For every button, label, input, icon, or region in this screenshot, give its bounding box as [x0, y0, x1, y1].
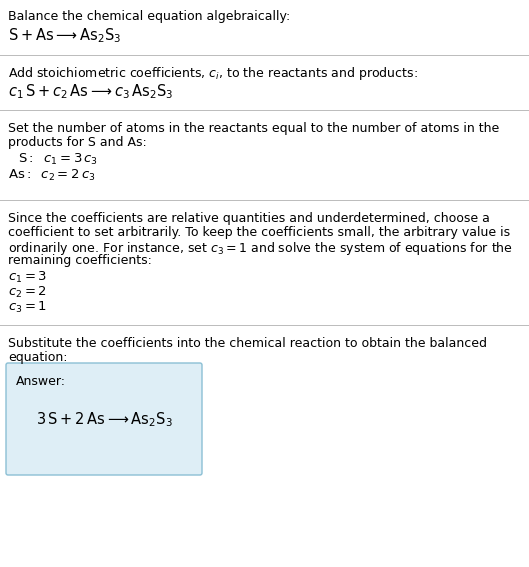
Text: $\mathregular{S + As} \longrightarrow \mathregular{As_2S_3}$: $\mathregular{S + As} \longrightarrow \m…	[8, 26, 121, 45]
Text: $c_2 = 2$: $c_2 = 2$	[8, 285, 47, 300]
Text: equation:: equation:	[8, 351, 68, 364]
Text: Set the number of atoms in the reactants equal to the number of atoms in the: Set the number of atoms in the reactants…	[8, 122, 499, 135]
Text: $3\,\mathregular{S} + 2\,\mathregular{As} \longrightarrow \mathregular{As_2S_3}$: $3\,\mathregular{S} + 2\,\mathregular{As…	[35, 411, 172, 429]
Text: Answer:: Answer:	[16, 375, 66, 388]
Text: $c_1\,\mathregular{S} + c_2\,\mathregular{As} \longrightarrow c_3\,\mathregular{: $c_1\,\mathregular{S} + c_2\,\mathregula…	[8, 82, 174, 101]
Text: $c_3 = 1$: $c_3 = 1$	[8, 300, 47, 315]
Text: $c_1 = 3$: $c_1 = 3$	[8, 270, 47, 285]
Text: Add stoichiometric coefficients, $c_i$, to the reactants and products:: Add stoichiometric coefficients, $c_i$, …	[8, 65, 418, 82]
Text: $\mathregular{As:}\;\;c_2 = 2\,c_3$: $\mathregular{As:}\;\;c_2 = 2\,c_3$	[8, 168, 96, 183]
Text: Balance the chemical equation algebraically:: Balance the chemical equation algebraica…	[8, 10, 290, 23]
FancyBboxPatch shape	[6, 363, 202, 475]
Text: ordinarily one. For instance, set $c_3 = 1$ and solve the system of equations fo: ordinarily one. For instance, set $c_3 =…	[8, 240, 513, 257]
Text: $\mathregular{S:}\;\;c_1 = 3\,c_3$: $\mathregular{S:}\;\;c_1 = 3\,c_3$	[18, 152, 98, 167]
Text: remaining coefficients:: remaining coefficients:	[8, 254, 152, 267]
Text: Substitute the coefficients into the chemical reaction to obtain the balanced: Substitute the coefficients into the che…	[8, 337, 487, 350]
Text: Since the coefficients are relative quantities and underdetermined, choose a: Since the coefficients are relative quan…	[8, 212, 490, 225]
Text: products for S and As:: products for S and As:	[8, 136, 147, 149]
Text: coefficient to set arbitrarily. To keep the coefficients small, the arbitrary va: coefficient to set arbitrarily. To keep …	[8, 226, 510, 239]
